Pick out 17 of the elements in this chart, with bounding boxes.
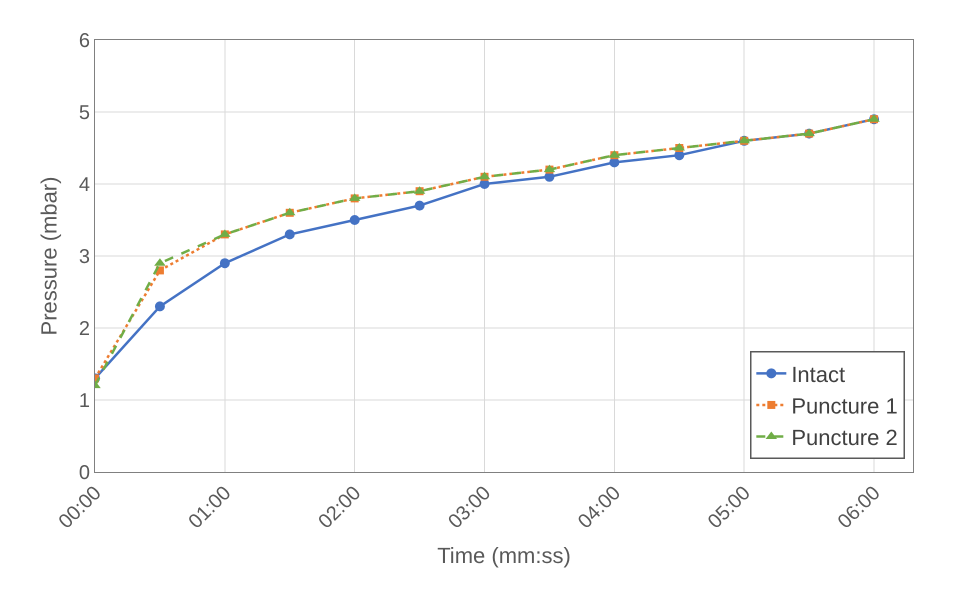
y-tick-label: 2 bbox=[78, 318, 90, 340]
y-tick-label: 4 bbox=[78, 174, 90, 196]
point bbox=[284, 229, 295, 240]
y-tick-label: 0 bbox=[78, 462, 90, 484]
point bbox=[350, 215, 360, 225]
point bbox=[220, 258, 230, 268]
y-tick-label: 5 bbox=[78, 102, 90, 124]
y-axis-title: Pressure (mbar) bbox=[36, 176, 62, 336]
point bbox=[154, 301, 165, 312]
y-tick-label: 3 bbox=[78, 246, 90, 268]
y-tick-label: 6 bbox=[78, 30, 90, 52]
legend-label: Puncture 2 bbox=[791, 425, 898, 450]
x-axis-title: Time (mm:ss) bbox=[437, 542, 571, 568]
legend-label: Intact bbox=[791, 362, 846, 387]
point bbox=[414, 200, 425, 211]
y-tick-label: 1 bbox=[78, 390, 90, 412]
legend-label: Puncture 1 bbox=[791, 394, 898, 419]
